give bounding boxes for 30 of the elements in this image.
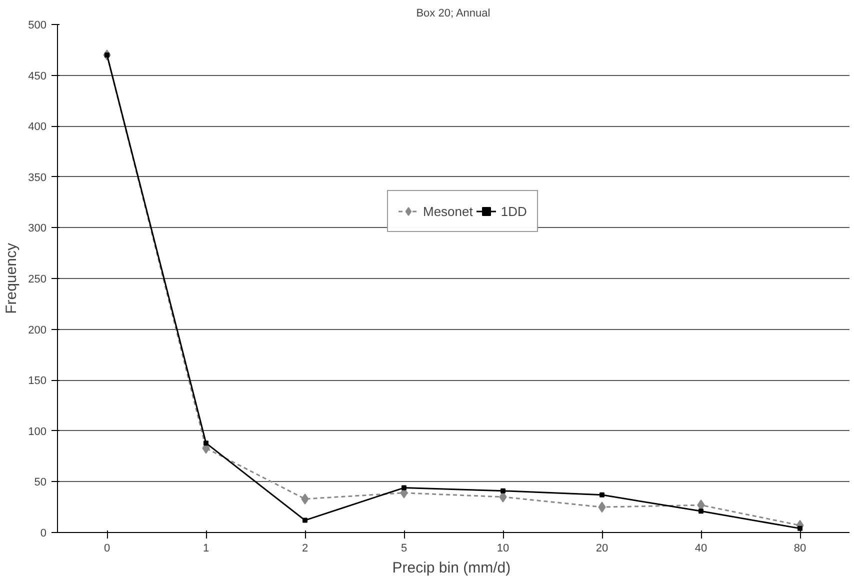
y-tick-label: 0: [40, 528, 47, 540]
x-tick-label: 40: [694, 542, 708, 554]
x-tick-label: 5: [400, 542, 408, 554]
x-tick-label: 80: [794, 542, 806, 554]
y-tick-label: 200: [28, 324, 47, 336]
legend-label: Mesonet: [423, 204, 473, 218]
y-tick-label: 350: [28, 172, 47, 184]
x-tick-label: 10: [496, 542, 510, 554]
y-tick-label: 400: [28, 121, 47, 134]
y-tick-label: 500: [28, 20, 47, 32]
y-tick-label: 50: [34, 476, 47, 489]
point: [698, 508, 704, 514]
x-tick-label: 1: [202, 542, 210, 554]
point: [500, 488, 506, 494]
x-tick-label: 20: [596, 542, 608, 554]
y-tick-label: 250: [28, 274, 47, 286]
y-tick-label: 450: [28, 70, 47, 82]
legend-label: 1DD: [500, 204, 527, 218]
point: [402, 485, 406, 490]
y-tick-label: 150: [28, 375, 47, 388]
y-tick-label: 300: [28, 222, 47, 235]
y-axis-title: Frequency: [3, 242, 20, 314]
x-axis-title: Precip bin (mm/d): [392, 560, 511, 576]
x-tick-label: 0: [104, 542, 110, 554]
point: [600, 492, 604, 498]
point: [302, 518, 308, 523]
point: [204, 440, 208, 446]
x-tick-label: 2: [302, 542, 308, 554]
y-tick-label: 100: [28, 426, 47, 438]
chart-title: Box 20; Annual: [416, 8, 490, 20]
